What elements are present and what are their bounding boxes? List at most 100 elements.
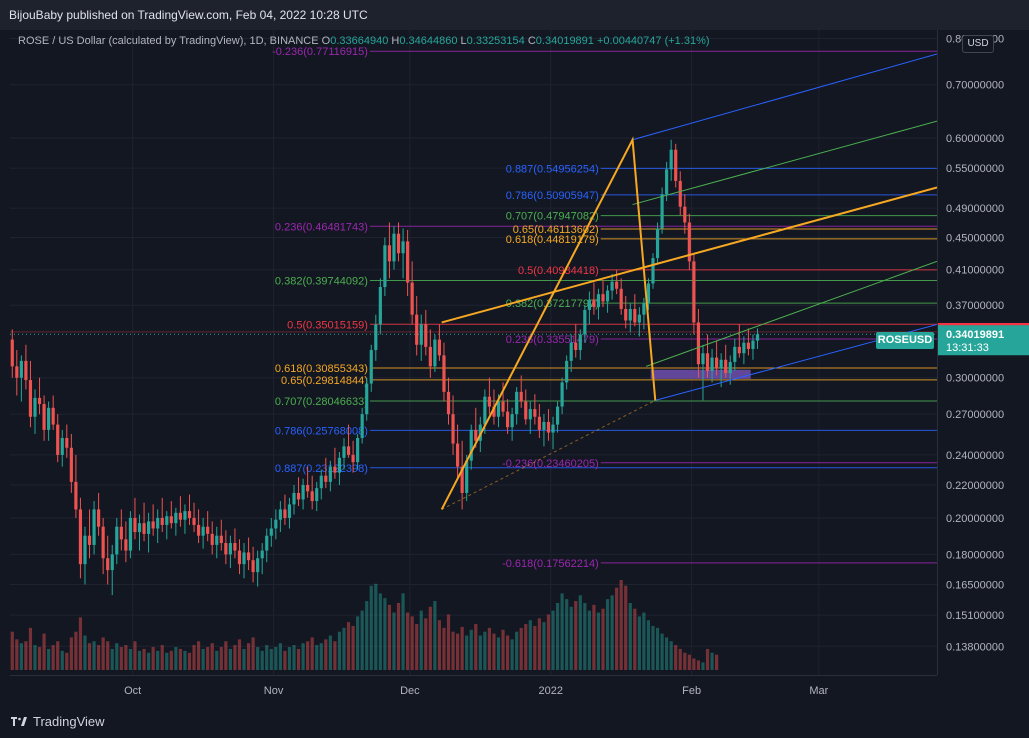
candle-body — [242, 552, 246, 565]
price-tick-label: 0.37000000 — [946, 300, 1004, 312]
volume-bar — [515, 631, 519, 670]
candle-body — [142, 523, 146, 534]
volume-bar — [442, 627, 446, 670]
candle-body — [705, 353, 710, 371]
volume-bar — [251, 637, 255, 670]
volume-bar — [33, 645, 37, 670]
time-axis[interactable]: Oct Nov Dec 2022 Feb Mar — [10, 675, 937, 704]
candle-body — [678, 180, 682, 207]
volume-bar — [710, 652, 714, 670]
candle-body — [574, 342, 578, 351]
candle-body — [651, 258, 655, 284]
volume-bar — [287, 647, 292, 670]
volume-bar — [660, 633, 664, 670]
candle-body — [619, 288, 623, 309]
time-tick-label: Feb — [682, 685, 701, 697]
volume-bar — [65, 652, 69, 670]
volume-bar — [265, 645, 269, 670]
time-tick-label: Mar — [809, 685, 828, 697]
candle-body — [42, 404, 46, 430]
candle-countdown-label: 13:31:33 — [946, 342, 989, 354]
volume-bar — [174, 647, 178, 670]
currency-button[interactable]: USD — [962, 35, 994, 53]
candle-body — [392, 233, 396, 262]
price-axis[interactable]: 0.800000000.700000000.600000000.55000000… — [937, 30, 1029, 675]
volume-bar — [574, 601, 578, 670]
publish-header: BijouBaby published on TradingView.com, … — [0, 0, 1029, 30]
current-price-marker-label: 0.34019891 — [946, 329, 1004, 341]
candle-body — [19, 360, 23, 378]
time-tick-label: Nov — [264, 685, 284, 697]
candle-body — [346, 446, 351, 455]
candle-body — [256, 558, 260, 573]
symbol-legend: ROSE / US Dollar (calculated by TradingV… — [18, 35, 710, 47]
volume-bar — [315, 645, 319, 670]
candle-body — [160, 517, 164, 525]
volume-bar — [569, 606, 573, 670]
price-tick-label: 0.13800000 — [946, 641, 1004, 653]
volume-bar — [160, 645, 164, 670]
candle-body — [401, 241, 405, 254]
candle-body — [451, 414, 455, 444]
volume-bar — [578, 595, 582, 670]
candle-body — [69, 447, 73, 482]
candle-body — [101, 526, 105, 559]
candle-body — [251, 560, 255, 573]
volume-bar — [392, 612, 396, 670]
volume-bar — [696, 660, 701, 670]
fib-level-label: -0.236(0.77116915) — [272, 46, 368, 58]
candle-body — [47, 407, 51, 430]
volume-bar — [342, 627, 346, 670]
time-tick-label: Oct — [124, 685, 141, 697]
volume-bar — [356, 616, 360, 670]
candle-body — [628, 308, 632, 321]
volume-bar — [360, 610, 364, 670]
candle-body — [83, 535, 87, 565]
candle-body — [215, 535, 219, 545]
candle-body — [583, 309, 587, 335]
price-tick-label: 0.70000000 — [946, 80, 1004, 92]
candle-body — [269, 528, 273, 536]
chart-area[interactable]: -0.236(0.77116915) 0.236(0.46481743) 0.382… — [10, 30, 938, 675]
volume-bar — [137, 650, 142, 670]
candle-body — [319, 475, 323, 489]
price-tick-label: 0.22000000 — [946, 480, 1004, 492]
candle-body — [151, 521, 155, 529]
volume-bar — [551, 610, 555, 670]
volume-bar — [51, 645, 55, 670]
candle-body — [437, 339, 442, 356]
candle-body — [110, 554, 114, 571]
time-tick-label: 2022 — [539, 685, 563, 697]
volume-bar — [101, 637, 105, 670]
price-tick-label: 0.49000000 — [946, 203, 1004, 215]
volume-bar — [346, 622, 351, 670]
volume-bar — [683, 652, 687, 670]
symbol-price-tag: ROSEUSD — [876, 332, 934, 349]
volume-bar — [183, 650, 187, 670]
fib-level-label: 0.887(0.23122398) — [275, 463, 368, 475]
candle-body — [296, 492, 301, 500]
pitchfork-median-line — [441, 186, 938, 324]
volume-bar — [519, 627, 523, 670]
volume-bar — [555, 602, 560, 670]
volume-bar — [537, 618, 541, 670]
candle-body — [106, 558, 110, 571]
candle-body — [183, 511, 187, 520]
volume-bar — [87, 643, 92, 670]
candle-body — [287, 504, 292, 518]
volume-bar — [133, 641, 137, 670]
candle-body — [733, 346, 737, 362]
zigzag-base-line — [441, 399, 656, 510]
candle-body — [578, 334, 582, 351]
volume-bar — [592, 604, 596, 670]
open-label: O — [321, 35, 331, 47]
volume-bar — [283, 650, 287, 670]
volume-bar — [601, 608, 605, 670]
candle-body — [533, 409, 537, 417]
candle-body — [551, 424, 555, 433]
volume-bar — [306, 641, 310, 670]
price-chart[interactable]: -0.236(0.77116915) 0.236(0.46481743) 0.382… — [10, 30, 938, 675]
volume-bar — [610, 595, 614, 670]
candle-body — [560, 382, 564, 407]
volume-bar — [242, 648, 246, 670]
